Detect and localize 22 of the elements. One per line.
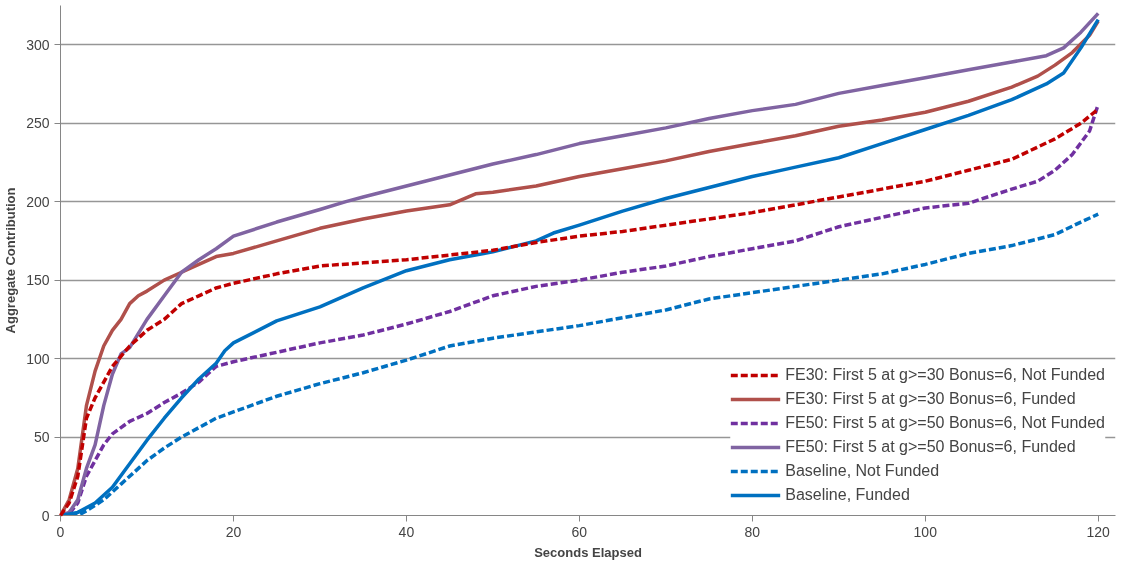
x-tick-label: 120 (1086, 523, 1111, 540)
legend-label: FE30: First 5 at g>=30 Bonus=6, Not Funded (785, 365, 1105, 385)
legend-label: FE50: First 5 at g>=50 Bonus=6, Funded (785, 437, 1076, 457)
x-axis-title: Seconds Elapsed (534, 544, 642, 560)
x-tick-label: 0 (56, 523, 65, 540)
y-axis-title: Aggregate Contribution (3, 187, 19, 334)
legend-label: Baseline, Not Funded (785, 461, 940, 481)
y-tick-label: 50 (33, 429, 50, 446)
x-tick-label: 20 (225, 523, 242, 540)
y-tick-label: 100 (26, 350, 50, 367)
y-tick-label: 200 (26, 193, 50, 210)
y-tick-label: 0 (41, 507, 50, 524)
x-tick-label: 40 (398, 523, 415, 540)
y-tick-label: 250 (26, 115, 50, 132)
x-tick-label: 80 (744, 523, 761, 540)
y-tick-label: 300 (26, 36, 50, 53)
x-tick-label: 100 (913, 523, 938, 540)
x-tick-label: 60 (571, 523, 588, 540)
legend-label: Baseline, Funded (785, 485, 910, 505)
legend-label: FE30: First 5 at g>=30 Bonus=6, Funded (785, 389, 1076, 409)
legend-label: FE50: First 5 at g>=50 Bonus=6, Not Funded (785, 413, 1105, 433)
y-tick-label: 150 (26, 272, 50, 289)
